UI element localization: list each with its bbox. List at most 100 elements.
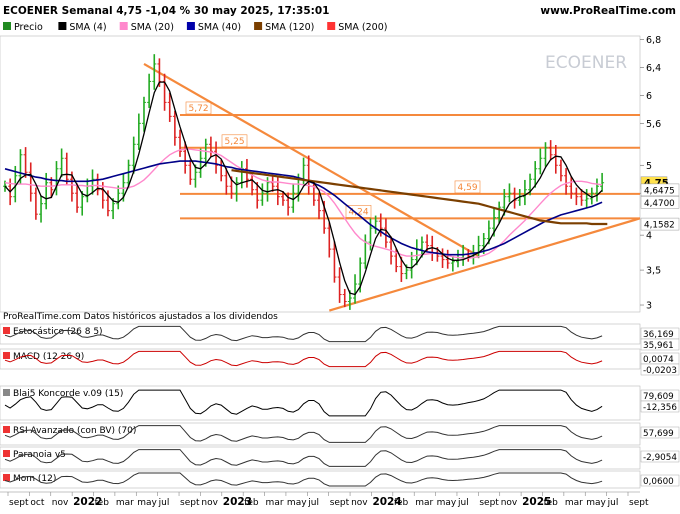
time-tick-label: sept bbox=[9, 498, 29, 508]
time-tick-label: jul bbox=[158, 498, 170, 508]
indicator-label: Estocástico (26 8 5) bbox=[13, 327, 103, 337]
indicator-line bbox=[4, 449, 603, 467]
indicator-value: 79,609 bbox=[643, 392, 674, 402]
sma120-line bbox=[231, 169, 608, 226]
time-tick-label: sept bbox=[330, 498, 350, 508]
price-tick-label: 4 bbox=[646, 231, 652, 242]
legend-label: SMA (40) bbox=[198, 22, 241, 33]
indicator-line bbox=[4, 472, 603, 487]
time-tick-label: feb bbox=[543, 498, 558, 508]
indicator-value: -0,0203 bbox=[643, 366, 677, 376]
legend: Precio SMA (4) SMA (20) SMA (40) SMA (120) SM… bbox=[3, 22, 387, 33]
level-label-box bbox=[454, 180, 481, 194]
level-label-box bbox=[345, 205, 372, 218]
indicator-value-box bbox=[640, 474, 680, 487]
level-label: 5,25 bbox=[225, 137, 245, 147]
indicator-label: Paranoia v5 bbox=[13, 450, 66, 460]
indicator-panel bbox=[0, 348, 641, 370]
price-panel-frame bbox=[0, 35, 641, 313]
sma20-line bbox=[4, 148, 603, 259]
indicator-panel bbox=[0, 470, 641, 489]
legend-swatch bbox=[3, 22, 11, 30]
indicator-value: 0,0074 bbox=[643, 355, 674, 365]
indicator-line bbox=[4, 325, 603, 343]
time-tick-label: mar bbox=[116, 498, 134, 508]
time-tick-label: nov bbox=[351, 498, 368, 508]
legend-swatch bbox=[327, 22, 336, 30]
indicator-label: MACD (12 26 9) bbox=[13, 352, 84, 362]
trendline bbox=[143, 62, 480, 258]
price-tag-box bbox=[640, 217, 680, 231]
price-tag-label: 4,4700 bbox=[644, 199, 675, 209]
time-tick-label: sept bbox=[629, 498, 649, 508]
time-tick-label: feb bbox=[394, 498, 409, 508]
time-tick-label: jul bbox=[307, 498, 319, 508]
time-tick-label: sept bbox=[479, 498, 499, 508]
indicator-panel bbox=[0, 422, 641, 446]
price-tag-label: 4,6475 bbox=[644, 186, 675, 196]
legend-swatch bbox=[186, 22, 195, 30]
indicator-value-box bbox=[640, 400, 680, 413]
time-tick-label: nov bbox=[52, 498, 69, 508]
level-label: 5,72 bbox=[189, 104, 209, 114]
price-tag-box bbox=[640, 196, 680, 209]
level-label: 4,59 bbox=[458, 183, 478, 193]
site-url[interactable]: www.ProRealTime.com bbox=[540, 5, 676, 17]
indicator-value-box bbox=[640, 450, 680, 463]
level-label: 4,24 bbox=[349, 207, 369, 217]
legend-label: SMA (200) bbox=[338, 22, 387, 33]
price-tick-label: 5,6 bbox=[646, 119, 661, 130]
time-tick-label: nov bbox=[201, 498, 218, 508]
price-tick-label: 3 bbox=[646, 301, 652, 312]
indicator-value: 36,169 bbox=[643, 330, 674, 340]
trendline bbox=[328, 217, 641, 312]
legend-label: SMA (20) bbox=[131, 22, 174, 33]
time-tick-label: may bbox=[437, 498, 457, 508]
price-tick-label: 3,5 bbox=[646, 266, 661, 277]
indicator-value: 35,961 bbox=[643, 341, 674, 351]
indicator-line bbox=[4, 389, 603, 417]
sma4-line bbox=[4, 81, 603, 296]
time-tick-label: 2024 bbox=[372, 496, 401, 508]
indicator-swatch bbox=[3, 352, 10, 359]
legend-label: Precio bbox=[14, 22, 43, 33]
indicator-value-box bbox=[640, 338, 680, 351]
price-tag-box bbox=[640, 183, 680, 197]
indicator-line bbox=[4, 350, 603, 368]
legend-swatch bbox=[58, 22, 67, 30]
time-tick-label: jul bbox=[457, 498, 469, 508]
price-tick-label: 6 bbox=[646, 91, 652, 102]
price-tag-label: 4,1582 bbox=[644, 221, 675, 231]
indicator-swatch bbox=[3, 426, 10, 433]
level-label-box bbox=[221, 134, 248, 148]
chart-title: ECOENER Semanal 4,75 -1,04 % 30 may 2025… bbox=[3, 5, 329, 17]
time-tick-label: 2022 bbox=[73, 496, 102, 508]
indicator-value-box bbox=[640, 426, 680, 439]
time-tick-label: may bbox=[586, 498, 606, 508]
indicator-label: RSI Avanzado (con BV) (70) bbox=[13, 426, 136, 436]
legend-label: SMA (4) bbox=[69, 22, 106, 33]
indicator-swatch bbox=[3, 474, 10, 481]
indicator-label: Blai5 Koncorde v.09 (15) bbox=[13, 389, 123, 399]
time-tick-label: mar bbox=[565, 498, 583, 508]
legend-label: SMA (120) bbox=[265, 22, 314, 33]
indicator-panel bbox=[0, 446, 641, 470]
time-tick-label: feb bbox=[95, 498, 110, 508]
level-label-box bbox=[185, 101, 212, 115]
time-tick-label: may bbox=[287, 498, 307, 508]
time-tick-label: oct bbox=[30, 498, 44, 508]
indicator-swatch bbox=[3, 450, 10, 457]
price-panel[interactable]: 6,86,465,654,643,535,725,254,594,244,754… bbox=[0, 35, 680, 313]
source-note: ProRealTime.com Datos históricos ajustad… bbox=[3, 311, 278, 322]
indicator-value: 0,0600 bbox=[643, 477, 674, 487]
legend-swatch bbox=[119, 22, 128, 30]
time-tick-label: sept bbox=[180, 498, 200, 508]
legend-swatch bbox=[254, 22, 263, 30]
price-tick-label: 6,8 bbox=[646, 35, 661, 46]
time-tick-label: feb bbox=[244, 498, 259, 508]
price-tick-label: 5 bbox=[646, 161, 652, 172]
indicator-value: -12,356 bbox=[643, 403, 677, 413]
